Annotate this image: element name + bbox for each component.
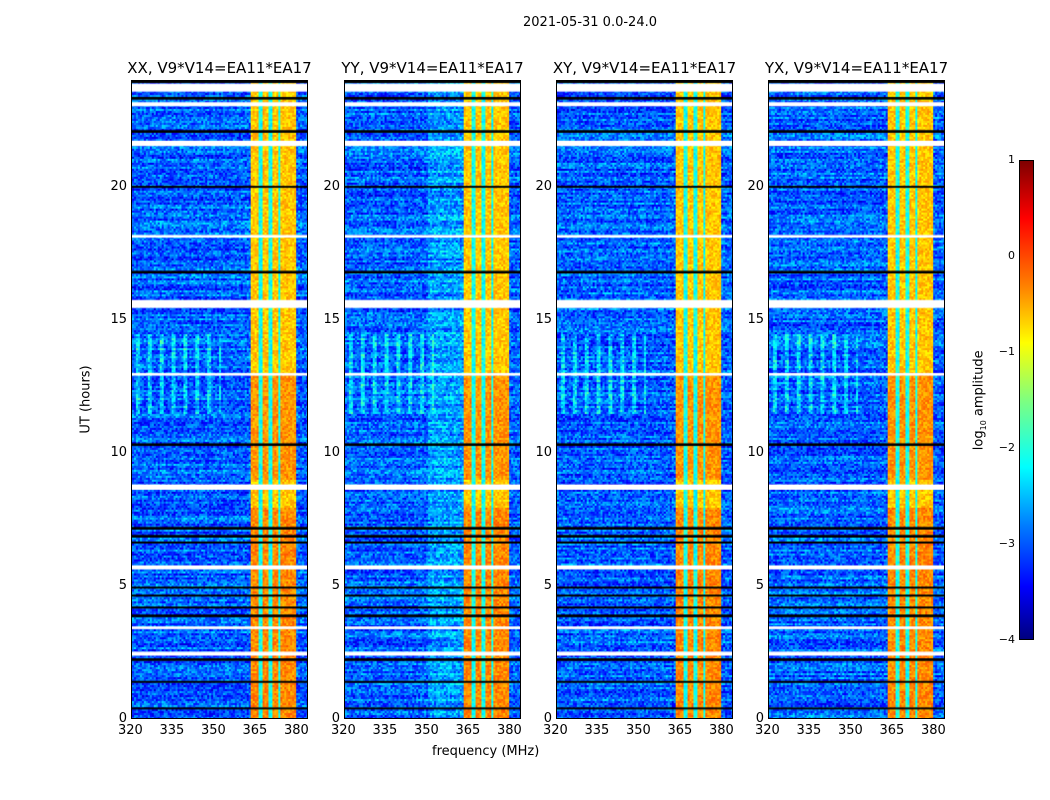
colorbar-label: log10 amplitude	[972, 350, 989, 450]
x-tick-label: 320	[331, 723, 356, 738]
y-tick-label: 20	[110, 178, 127, 194]
x-tick-label: 335	[159, 723, 185, 738]
spectrogram-panel	[131, 80, 308, 719]
y-tick-label: 10	[110, 444, 127, 460]
colorbar-tick-label: −3	[998, 537, 1015, 550]
colorbar-tick-label: 1	[1008, 153, 1015, 166]
x-tick-label: 320	[543, 723, 568, 738]
panel-title: XX, V9*V14=EA11*EA17	[127, 59, 312, 77]
y-tick-label: 5	[118, 577, 127, 593]
y-tick-label: 5	[543, 577, 552, 593]
spectrogram-heatmap	[557, 81, 732, 718]
y-tick-label: 0	[118, 711, 127, 726]
x-tick-label: 380	[283, 723, 309, 738]
colorbar-tick-label: −2	[998, 441, 1015, 454]
colorbar-tick-label: −1	[998, 345, 1015, 358]
y-tick-label: 0	[331, 711, 340, 726]
colorbar-tick-label: 0	[1008, 249, 1015, 262]
spectrogram-panel	[556, 80, 733, 719]
y-tick-label: 15	[323, 311, 340, 327]
y-axis-label: UT (hours)	[78, 365, 94, 434]
x-tick-label: 350	[837, 723, 863, 738]
spectrogram-heatmap	[132, 81, 307, 718]
x-tick-label: 380	[920, 723, 946, 738]
x-tick-label: 350	[413, 723, 439, 738]
y-tick-label: 5	[755, 577, 764, 593]
x-tick-label: 380	[708, 723, 734, 738]
spectrogram-panel	[768, 80, 945, 719]
x-tick-label: 335	[796, 723, 822, 738]
y-tick-label: 20	[747, 178, 764, 194]
spectrogram-heatmap	[769, 81, 944, 718]
y-tick-label: 5	[331, 577, 340, 593]
x-tick-label: 365	[879, 723, 905, 738]
x-tick-label: 320	[755, 723, 780, 738]
y-tick-label: 0	[543, 711, 552, 726]
y-tick-label: 10	[535, 444, 552, 460]
x-tick-label: 380	[496, 723, 522, 738]
y-tick-label: 15	[535, 311, 552, 327]
figure-title: 2021-05-31 0.0-24.0	[523, 15, 657, 30]
x-tick-label: 335	[372, 723, 398, 738]
panel-title: XY, V9*V14=EA11*EA17	[552, 59, 737, 77]
y-tick-label: 15	[110, 311, 127, 327]
y-tick-label: 10	[323, 444, 340, 460]
x-tick-label: 365	[667, 723, 693, 738]
spectrogram-heatmap	[345, 81, 520, 718]
x-tick-label: 320	[118, 723, 143, 738]
x-axis-label: frequency (MHz)	[432, 744, 540, 759]
y-tick-label: 20	[323, 178, 340, 194]
y-tick-label: 15	[747, 311, 764, 327]
y-tick-label: 10	[747, 444, 764, 460]
spectrogram-panel	[344, 80, 521, 719]
x-tick-label: 350	[625, 723, 651, 738]
x-tick-label: 350	[200, 723, 226, 738]
colorbar-label-sub: 10	[979, 420, 989, 431]
x-tick-label: 365	[242, 723, 268, 738]
colorbar-tick-label: −4	[998, 633, 1015, 646]
y-tick-label: 0	[755, 711, 764, 726]
y-tick-label: 20	[535, 178, 552, 194]
panel-title: YX, V9*V14=EA11*EA17	[764, 59, 949, 77]
x-tick-label: 365	[455, 723, 481, 738]
x-tick-label: 335	[584, 723, 610, 738]
panel-title: YY, V9*V14=EA11*EA17	[341, 59, 524, 77]
colorbar-label-rest: amplitude	[971, 350, 987, 421]
colorbar	[1019, 160, 1034, 640]
